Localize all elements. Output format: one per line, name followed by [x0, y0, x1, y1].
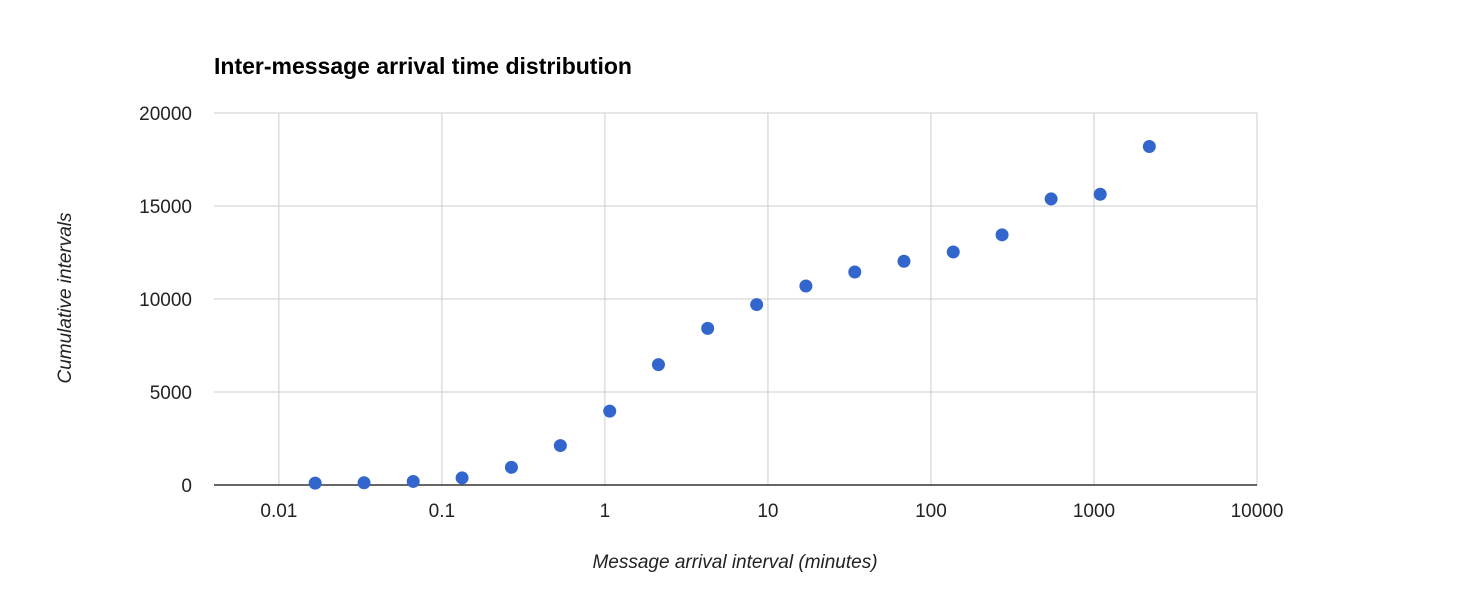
gridlines: [214, 112, 1258, 485]
data-point: [1142, 139, 1156, 153]
x-tick-label: 0.01: [260, 501, 297, 522]
y-axis-title: Cumulative intervals: [55, 212, 76, 384]
data-point: [1093, 187, 1107, 201]
y-tick-label: 5000: [150, 383, 192, 404]
data-point: [308, 476, 322, 490]
data-point: [799, 279, 813, 293]
data-point: [701, 321, 715, 335]
x-axis-title: Message arrival interval (minutes): [592, 552, 877, 573]
data-point: [750, 298, 764, 312]
data-point: [455, 471, 469, 485]
data-point: [357, 476, 371, 490]
y-tick-label: 20000: [139, 104, 192, 125]
data-point: [651, 358, 665, 372]
y-axis-ticks: 0 5000 10000 15000 20000: [139, 104, 192, 497]
data-point: [406, 474, 420, 488]
y-tick-label: 10000: [139, 290, 192, 311]
x-tick-label: 0.1: [429, 501, 455, 522]
x-tick-label: 100: [915, 501, 947, 522]
data-point: [897, 254, 911, 268]
y-tick-label: 15000: [139, 197, 192, 218]
chart-title: Inter-message arrival time distribution: [214, 53, 632, 79]
x-axis-ticks: 0.01 0.1 1 10 100 1000 10000: [260, 501, 1283, 522]
data-point: [504, 460, 518, 474]
data-point: [995, 228, 1009, 242]
x-tick-label: 10: [757, 501, 778, 522]
x-tick-label: 1: [600, 501, 611, 522]
data-point: [603, 404, 617, 418]
data-points: [308, 139, 1156, 490]
data-point: [946, 245, 960, 259]
data-point: [1044, 192, 1058, 206]
data-point: [553, 439, 567, 453]
x-tick-label: 1000: [1073, 501, 1115, 522]
data-point: [848, 265, 862, 279]
y-tick-label: 0: [181, 476, 192, 497]
x-tick-label: 10000: [1231, 501, 1284, 522]
